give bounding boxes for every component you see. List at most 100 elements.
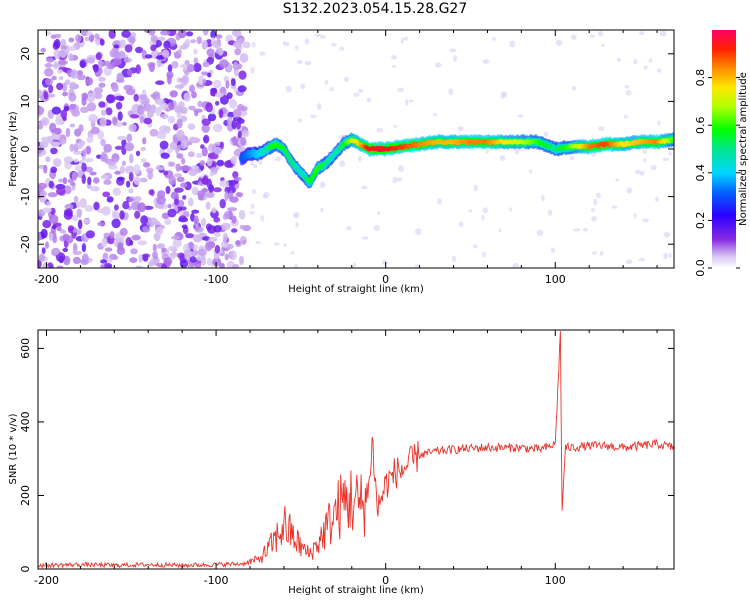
- noise-speck: [233, 149, 242, 157]
- noise-speck: [204, 241, 213, 252]
- noise-speck: [509, 207, 513, 212]
- noise-speck: [408, 99, 414, 103]
- noise-speck: [234, 176, 242, 182]
- noise-speck: [202, 30, 209, 36]
- noise-speck: [191, 91, 197, 99]
- noise-speck: [172, 238, 182, 248]
- noise-speck: [194, 111, 199, 117]
- noise-speck: [68, 45, 77, 51]
- noise-speck: [206, 48, 215, 57]
- noise-speck: [81, 92, 88, 101]
- noise-speck: [62, 177, 68, 185]
- noise-speck: [69, 143, 75, 152]
- noise-speck: [231, 119, 237, 130]
- noise-speck: [73, 195, 79, 203]
- noise-speck: [298, 118, 303, 123]
- noise-speck: [72, 256, 81, 264]
- noise-speck: [121, 160, 126, 166]
- noise-speck: [42, 264, 49, 268]
- noise-speck: [239, 224, 246, 230]
- noise-speck: [184, 39, 191, 45]
- noise-speck: [616, 57, 621, 62]
- noise-speck: [163, 257, 173, 266]
- noise-speck: [75, 164, 82, 172]
- noise-speck: [161, 49, 170, 58]
- noise-speck: [143, 205, 154, 210]
- noise-speck: [142, 226, 149, 233]
- noise-speck: [174, 173, 182, 178]
- noise-speck: [218, 108, 224, 119]
- y-tick-label: 600: [19, 338, 32, 359]
- noise-speck: [597, 30, 604, 37]
- noise-speck: [206, 257, 212, 266]
- noise-speck: [69, 181, 76, 187]
- noise-speck: [213, 231, 221, 238]
- noise-speck: [163, 40, 171, 49]
- noise-speck: [39, 190, 47, 197]
- noise-speck: [123, 57, 132, 63]
- noise-speck: [236, 119, 241, 130]
- noise-speck: [93, 177, 100, 184]
- noise-speck: [361, 236, 369, 240]
- noise-speck: [59, 229, 67, 234]
- noise-speck: [129, 114, 140, 119]
- noise-speck: [249, 211, 255, 215]
- noise-speck: [82, 253, 89, 263]
- noise-speck: [75, 34, 82, 43]
- noise-speck: [253, 164, 258, 169]
- noise-speck: [97, 59, 103, 69]
- noise-speck: [624, 84, 630, 89]
- noise-speck: [114, 170, 121, 175]
- noise-speck: [639, 31, 645, 36]
- noise-speck: [324, 79, 329, 85]
- noise-speck: [283, 243, 287, 247]
- noise-speck: [56, 225, 62, 232]
- noise-speck: [51, 75, 57, 81]
- noise-speck: [215, 34, 223, 39]
- noise-speck: [188, 241, 195, 250]
- noise-speck: [194, 260, 202, 268]
- noise-speck: [634, 169, 641, 175]
- colorbar-tick-label: 0.8: [694, 69, 707, 87]
- noise-speck: [65, 208, 73, 217]
- noise-speck: [196, 152, 203, 159]
- noise-speck: [55, 252, 66, 263]
- noise-speck: [86, 93, 96, 103]
- noise-speck: [98, 67, 103, 75]
- noise-speck: [258, 160, 263, 165]
- noise-speck: [177, 48, 182, 55]
- noise-speck: [235, 240, 241, 246]
- noise-speck: [169, 141, 179, 151]
- noise-speck: [296, 59, 303, 64]
- noise-speck: [216, 159, 225, 167]
- noise-speck: [481, 214, 485, 221]
- noise-speck: [152, 251, 158, 260]
- noise-speck: [155, 106, 163, 117]
- noise-speck: [177, 252, 185, 259]
- noise-speck: [224, 210, 234, 220]
- noise-speck: [543, 131, 549, 137]
- noise-speck: [290, 251, 295, 255]
- noise-speck: [45, 201, 51, 207]
- noise-speck: [626, 187, 633, 194]
- noise-speck: [112, 210, 117, 219]
- noise-speck: [310, 114, 317, 119]
- noise-speck: [376, 127, 384, 133]
- noise-speck: [393, 124, 397, 129]
- noise-speck: [128, 172, 134, 182]
- noise-speck: [45, 156, 51, 163]
- noise-speck: [330, 43, 337, 47]
- noise-speck: [642, 218, 649, 223]
- noise-speck: [164, 218, 172, 225]
- noise-speck: [41, 136, 51, 142]
- noise-speck: [130, 248, 138, 255]
- noise-speck: [224, 191, 229, 202]
- noise-speck: [189, 84, 195, 93]
- noise-speck: [62, 233, 70, 241]
- noise-speck: [221, 240, 229, 248]
- noise-speck: [111, 153, 120, 163]
- noise-speck: [113, 44, 120, 49]
- noise-speck: [137, 106, 145, 115]
- noise-speck: [643, 158, 647, 163]
- noise-speck: [178, 215, 187, 222]
